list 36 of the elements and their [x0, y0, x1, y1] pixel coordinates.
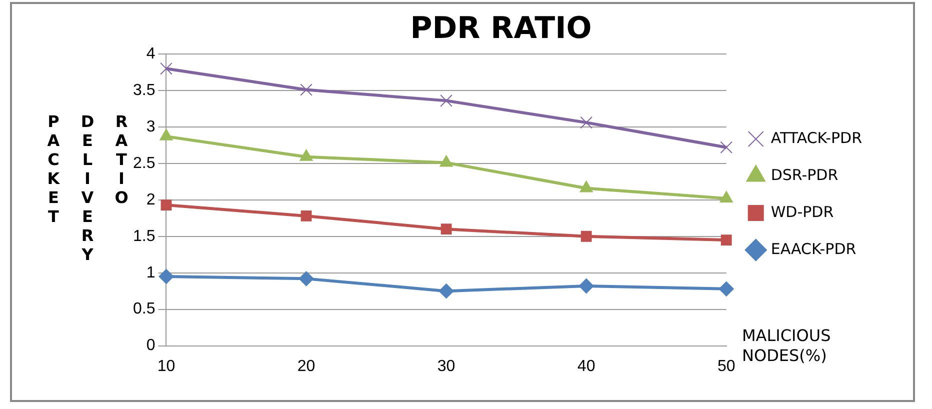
y-tick-label: 3 — [146, 118, 156, 136]
point — [580, 116, 592, 129]
point — [160, 62, 172, 75]
point — [158, 269, 174, 284]
y-tick-label: 0 — [146, 337, 156, 354]
x-tick-label: 10 — [157, 358, 176, 375]
point — [300, 84, 312, 96]
chart-title: PDR RATIO — [410, 10, 592, 46]
x-axis-title: MALICIOUS NODES(%) — [742, 326, 832, 366]
point — [160, 200, 172, 210]
point — [718, 281, 734, 296]
y-tick-label: 1.5 — [132, 228, 156, 245]
legend-label: WD-PDR — [770, 202, 834, 221]
x-tick-label: 50 — [717, 358, 736, 375]
y-tick-label: 3.5 — [132, 82, 156, 99]
point — [580, 230, 592, 242]
point — [300, 210, 312, 222]
y-tick-label: 2 — [146, 191, 156, 208]
legend-label: DSR-PDR — [770, 166, 838, 184]
x-tick-label: 20 — [297, 358, 316, 375]
y-tick-label: 4 — [146, 45, 156, 62]
x-tick-label: 30 — [437, 358, 456, 375]
point — [440, 224, 452, 235]
legend-label: ATTACK-PDR — [770, 128, 862, 147]
y-tick-label: 1 — [146, 264, 156, 282]
point — [440, 94, 452, 107]
point — [720, 234, 732, 246]
point — [438, 284, 454, 299]
y-axis-title: PACKET DELIVERY RATIO — [44, 112, 131, 264]
point — [298, 271, 314, 286]
point — [578, 278, 594, 294]
legend-label: EAACK-PDR — [770, 240, 856, 258]
y-tick-label: 2.5 — [132, 154, 156, 172]
x-tick-label: 40 — [577, 358, 596, 375]
y-tick-label: 0.5 — [132, 300, 156, 318]
point — [720, 141, 732, 154]
